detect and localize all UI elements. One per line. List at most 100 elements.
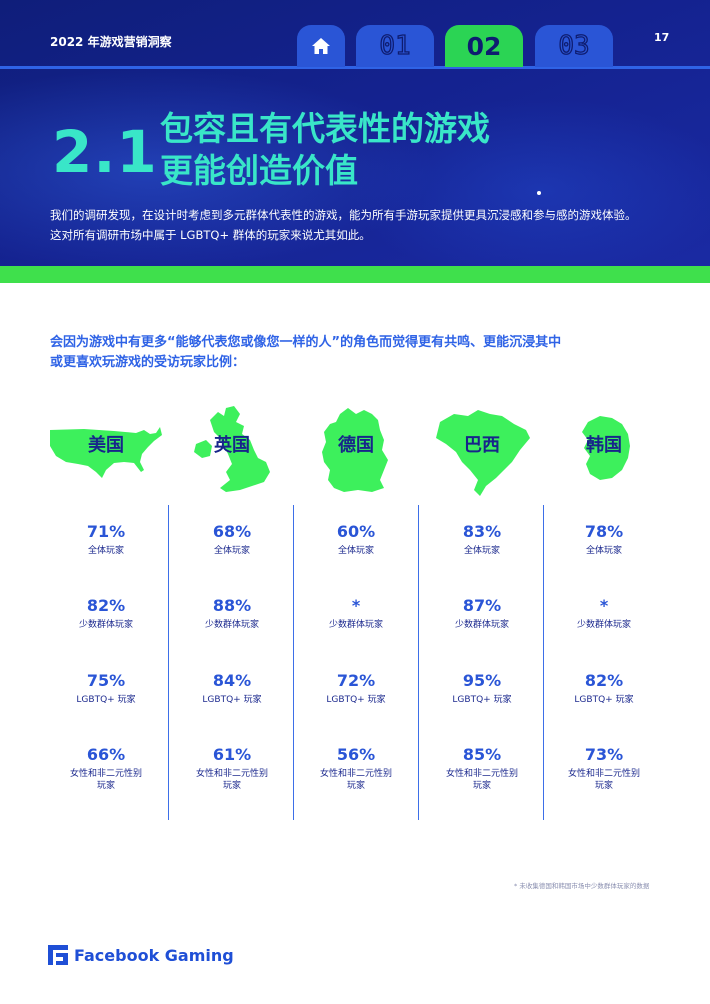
tab-home[interactable] [297, 25, 345, 67]
stat-lgbtq: 84% LGBTQ+ 玩家 [170, 671, 294, 706]
banner-glow [330, 90, 710, 266]
report-title: 2022 年游戏营销洞察 [50, 35, 172, 49]
question-line: 会因为游戏中有更多“能够代表您或像您一样的人”的角色而觉得更有共鸣、更能沉浸其中 [50, 335, 562, 350]
stat-label: 全体玩家 [87, 546, 124, 556]
stat-label-line: 女性和非二元性别 [567, 769, 640, 779]
tab-02-active[interactable]: 02 [445, 25, 523, 67]
stat-label-line: 玩家 [96, 781, 115, 791]
footnote: * 未收集德国和韩国市场中少数群体玩家的数据 [514, 882, 650, 890]
country-column-uk: 英国 68% 全体玩家 88% 少数群体玩家 84% LGBTQ+ 玩家 61%… [170, 395, 294, 825]
column-divider [418, 505, 419, 820]
stat-value: 87% [462, 596, 502, 615]
brand-footer: Facebook Gaming [48, 945, 234, 965]
stat-minority: * 少数群体玩家 [542, 596, 666, 631]
stat-value: 66% [86, 745, 126, 764]
country-name: 德国 [338, 435, 374, 456]
column-divider [293, 505, 294, 820]
usa-map-icon [50, 427, 162, 478]
survey-question: 会因为游戏中有更多“能够代表您或像您一样的人”的角色而觉得更有共鸣、更能沉浸其中… [50, 333, 650, 373]
country-name: 美国 [88, 435, 124, 456]
stat-value: 68% [212, 522, 252, 541]
stat-women: 85% 女性和非二元性别 玩家 [420, 745, 544, 792]
stat-minority: 82% 少数群体玩家 [44, 596, 168, 631]
stat-label: 全体玩家 [337, 546, 374, 556]
stat-lgbtq: 82% LGBTQ+ 玩家 [542, 671, 666, 706]
country-column-korea: 韩国 78% 全体玩家 * 少数群体玩家 82% LGBTQ+ 玩家 73% 女… [542, 395, 666, 825]
country-column-germany: 德国 60% 全体玩家 * 少数群体玩家 72% LGBTQ+ 玩家 56% 女… [294, 395, 418, 825]
brand-name: Facebook Gaming [74, 945, 234, 965]
tab-01[interactable]: 01 [356, 25, 434, 67]
stat-minority: * 少数群体玩家 [294, 596, 418, 631]
uk-map-icon [194, 406, 270, 492]
stat-label: LGBTQ+ 玩家 [76, 695, 136, 705]
stat-women: 56% 女性和非二元性别 玩家 [294, 745, 418, 792]
country-column-usa: 美国 71% 全体玩家 82% 少数群体玩家 75% LGBTQ+ 玩家 66%… [44, 395, 168, 825]
page-number: 17 [654, 31, 670, 44]
stat-label-line: 玩家 [472, 781, 491, 791]
stat-value: 73% [584, 745, 624, 764]
stat-value: 56% [336, 745, 376, 764]
stat-value: 72% [336, 671, 376, 690]
stat-value: 75% [86, 671, 126, 690]
stat-lgbtq: 72% LGBTQ+ 玩家 [294, 671, 418, 706]
section-title: 包容且有代表性的游戏 更能创造价值 [160, 108, 490, 192]
stat-value: 60% [336, 522, 376, 541]
brazil-map-icon [436, 410, 530, 496]
intro-line: 这对所有调研市场中属于 LGBTQ+ 群体的玩家来说尤其如此。 [50, 228, 371, 242]
stat-value: 84% [212, 671, 252, 690]
stat-minority: 87% 少数群体玩家 [420, 596, 544, 631]
stat-women: 61% 女性和非二元性别 玩家 [170, 745, 294, 792]
stat-label: 少数群体玩家 [78, 620, 133, 630]
facebook-gaming-logo-icon [48, 945, 68, 965]
stat-lgbtq: 95% LGBTQ+ 玩家 [420, 671, 544, 706]
section-intro: 我们的调研发现，在设计时考虑到多元群体代表性的游戏，能为所有手游玩家提供更具沉浸… [50, 205, 680, 245]
stat-label: 少数群体玩家 [454, 620, 509, 630]
stat-label: 全体玩家 [213, 546, 250, 556]
stat-value: 82% [86, 596, 126, 615]
stat-label-line: 玩家 [346, 781, 365, 791]
country-name: 韩国 [586, 435, 622, 456]
stat-all: 71% 全体玩家 [44, 522, 168, 557]
section-number: 2.1 [52, 118, 158, 186]
stat-label: LGBTQ+ 玩家 [452, 695, 512, 705]
stat-value: 83% [462, 522, 502, 541]
stat-label: LGBTQ+ 玩家 [326, 695, 386, 705]
stat-value: 85% [462, 745, 502, 764]
stat-value: 82% [584, 671, 624, 690]
stat-label: 女性和非二元性别 玩家 [294, 768, 418, 792]
stat-women: 66% 女性和非二元性别 玩家 [44, 745, 168, 792]
column-divider [168, 505, 169, 820]
stat-label: LGBTQ+ 玩家 [202, 695, 262, 705]
stat-value: 95% [462, 671, 502, 690]
tab-03[interactable]: 03 [535, 25, 613, 67]
stat-label: 女性和非二元性别 玩家 [420, 768, 544, 792]
stat-value: 78% [584, 522, 624, 541]
stat-label-line: 女性和非二元性别 [445, 769, 518, 779]
banner-glow [0, 60, 460, 266]
stat-label-line: 玩家 [594, 781, 613, 791]
country-column-brazil: 巴西 83% 全体玩家 87% 少数群体玩家 95% LGBTQ+ 玩家 85%… [420, 395, 544, 825]
section-title-line: 更能创造价值 [160, 151, 358, 190]
intro-line: 我们的调研发现，在设计时考虑到多元群体代表性的游戏，能为所有手游玩家提供更具沉浸… [50, 208, 637, 222]
stat-value: 61% [212, 745, 252, 764]
column-divider [543, 505, 544, 820]
stat-all: 60% 全体玩家 [294, 522, 418, 557]
stat-label: 少数群体玩家 [204, 620, 259, 630]
stat-label: 全体玩家 [585, 546, 622, 556]
stat-all: 83% 全体玩家 [420, 522, 544, 557]
stat-label: LGBTQ+ 玩家 [574, 695, 634, 705]
stat-label-line: 玩家 [222, 781, 241, 791]
stat-label-line: 女性和非二元性别 [195, 769, 268, 779]
stat-all: 68% 全体玩家 [170, 522, 294, 557]
stat-women: 73% 女性和非二元性别 玩家 [542, 745, 666, 792]
stat-label: 少数群体玩家 [576, 620, 631, 630]
stat-label-line: 女性和非二元性别 [319, 769, 392, 779]
stat-label: 全体玩家 [463, 546, 500, 556]
stat-label: 少数群体玩家 [328, 620, 383, 630]
stat-lgbtq: 75% LGBTQ+ 玩家 [44, 671, 168, 706]
stat-label-line: 女性和非二元性别 [69, 769, 142, 779]
decorative-dot [537, 191, 541, 195]
country-name: 英国 [214, 435, 250, 456]
home-icon [312, 38, 330, 54]
country-name: 巴西 [464, 435, 500, 456]
